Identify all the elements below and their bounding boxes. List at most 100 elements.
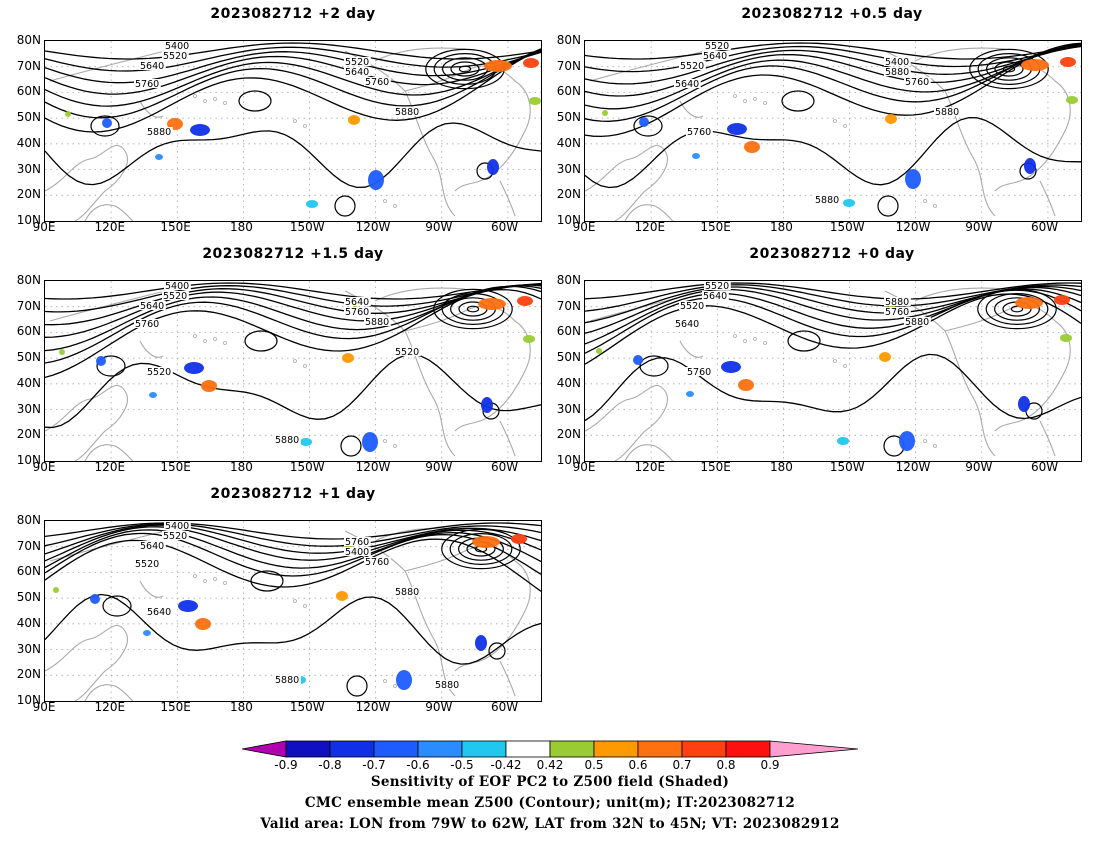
closed-contour	[633, 115, 663, 137]
lat-tick-label: 20N	[16, 427, 41, 442]
contour-label: 5520	[705, 41, 729, 52]
coastline	[393, 684, 397, 688]
lon-tick-label: 120E	[634, 220, 666, 234]
contour-label-bg	[139, 301, 166, 310]
lon-tick-label: 150W	[289, 220, 325, 234]
contour-label: 5880	[147, 127, 171, 138]
height-contour	[585, 116, 1081, 189]
contour-label-bg	[884, 307, 911, 316]
sensitivity-shading	[1015, 297, 1043, 309]
lon-tick-label: 150E	[160, 460, 191, 474]
lon-tick-label: 150W	[829, 220, 865, 234]
contour-label: 5880	[885, 67, 909, 78]
contour-label-bg	[884, 67, 911, 76]
contour-label: 5640	[675, 319, 699, 330]
contour-label-bg	[164, 281, 191, 290]
lat-tick-label: 60N	[16, 324, 41, 339]
height-contour	[45, 122, 541, 189]
low-center-contour	[994, 297, 1041, 321]
lat-tick-label: 80N	[556, 273, 581, 287]
sensitivity-shading	[478, 298, 506, 310]
lat-tick-label: 50N	[16, 590, 41, 605]
sensitivity-shading	[487, 159, 499, 175]
low-center-contour	[441, 293, 505, 325]
coastline	[193, 574, 197, 578]
coastline	[213, 337, 217, 341]
contour-label: 5520	[395, 347, 419, 358]
contour-label: 5760	[135, 319, 159, 330]
height-contour	[45, 538, 541, 592]
contour-label: 5640	[345, 297, 369, 308]
colorbar-tick-label: 0.6	[628, 758, 648, 772]
lon-tick-label: 90E	[32, 700, 56, 714]
colorbar-segment	[681, 740, 727, 758]
lat-tick-label: 70N	[556, 58, 581, 73]
colorbar-tick-label: 0.8	[716, 758, 736, 772]
closed-contour	[340, 435, 362, 457]
coastline	[383, 679, 387, 683]
lon-tick-label: 150E	[700, 220, 731, 234]
coastline	[45, 290, 166, 461]
lat-tick-label: 20N	[556, 187, 581, 202]
contour-label-bg	[434, 680, 461, 689]
lat-tick-label: 40N	[16, 135, 41, 150]
lat-tick-label: 30N	[556, 161, 581, 176]
contour-label: 5760	[365, 77, 389, 88]
lon-tick-label: 120E	[634, 460, 666, 474]
contour-label-bg	[674, 319, 701, 328]
lon-tick-label: 120E	[94, 220, 126, 234]
coastline	[223, 101, 227, 105]
coastline	[45, 530, 166, 701]
coastline	[223, 341, 227, 345]
lon-tick-label: 120W	[895, 460, 931, 474]
low-center-contour	[450, 61, 480, 77]
coastline	[303, 364, 307, 368]
lat-tick-label: 30N	[16, 641, 41, 656]
low-center-contour	[1010, 305, 1024, 313]
contour-label-bg	[702, 291, 729, 300]
contour-label-bg	[344, 537, 371, 546]
colorbar-tick-label: -0.8	[318, 758, 342, 772]
coastline	[45, 50, 166, 221]
sensitivity-shading	[529, 97, 541, 105]
low-center-contour	[977, 288, 1057, 330]
contour-label-bg	[394, 347, 421, 356]
contour-label-bg	[364, 77, 391, 86]
panel-title-3: 2023082712 +1.5 day	[202, 246, 384, 262]
lon-tick-label: 180	[229, 700, 253, 714]
coastline	[585, 290, 706, 461]
lat-tick-label: 60N	[16, 564, 41, 579]
contour-label-bg	[934, 107, 961, 116]
lat-tick-label: 10N	[16, 453, 41, 467]
coastline	[753, 97, 757, 101]
sensitivity-shading	[837, 437, 849, 445]
low-center-contour	[442, 57, 489, 81]
contour-label: 5520	[147, 367, 171, 378]
lon-tick-label: 90E	[572, 460, 596, 474]
sensitivity-shading	[306, 200, 318, 208]
sensitivity-shading	[484, 60, 512, 72]
height-contour	[585, 284, 1081, 312]
contour-label-bg	[344, 57, 371, 66]
closed-contour	[244, 330, 278, 352]
lon-tick-label: 90W	[425, 700, 453, 714]
low-center-contour	[969, 48, 1049, 90]
coastline	[383, 439, 387, 443]
lat-tick-label: 20N	[16, 667, 41, 682]
lon-tick-label: 120E	[94, 460, 126, 474]
coastline	[833, 359, 837, 363]
lon-tick-label: 60W	[1031, 460, 1059, 474]
contour-label-bg	[139, 541, 166, 550]
colorbar-arrow-left	[242, 740, 287, 758]
sensitivity-shading	[190, 124, 210, 136]
contour-label: 5640	[140, 541, 164, 552]
contour-label: 5880	[815, 195, 839, 206]
lon-tick-label: 150E	[160, 700, 191, 714]
map-panel-4: 5520 5640 5520 5640 5760 5880 5760 5880	[584, 280, 1082, 462]
caption-line-1: Sensitivity of EOF PC2 to Z500 field (Sh…	[370, 774, 730, 790]
lat-tick-label: 50N	[16, 350, 41, 365]
contour-label: 5520	[705, 281, 729, 292]
contour-label: 5520	[680, 61, 704, 72]
contour-label: 5880	[365, 317, 389, 328]
coastline	[293, 359, 297, 363]
